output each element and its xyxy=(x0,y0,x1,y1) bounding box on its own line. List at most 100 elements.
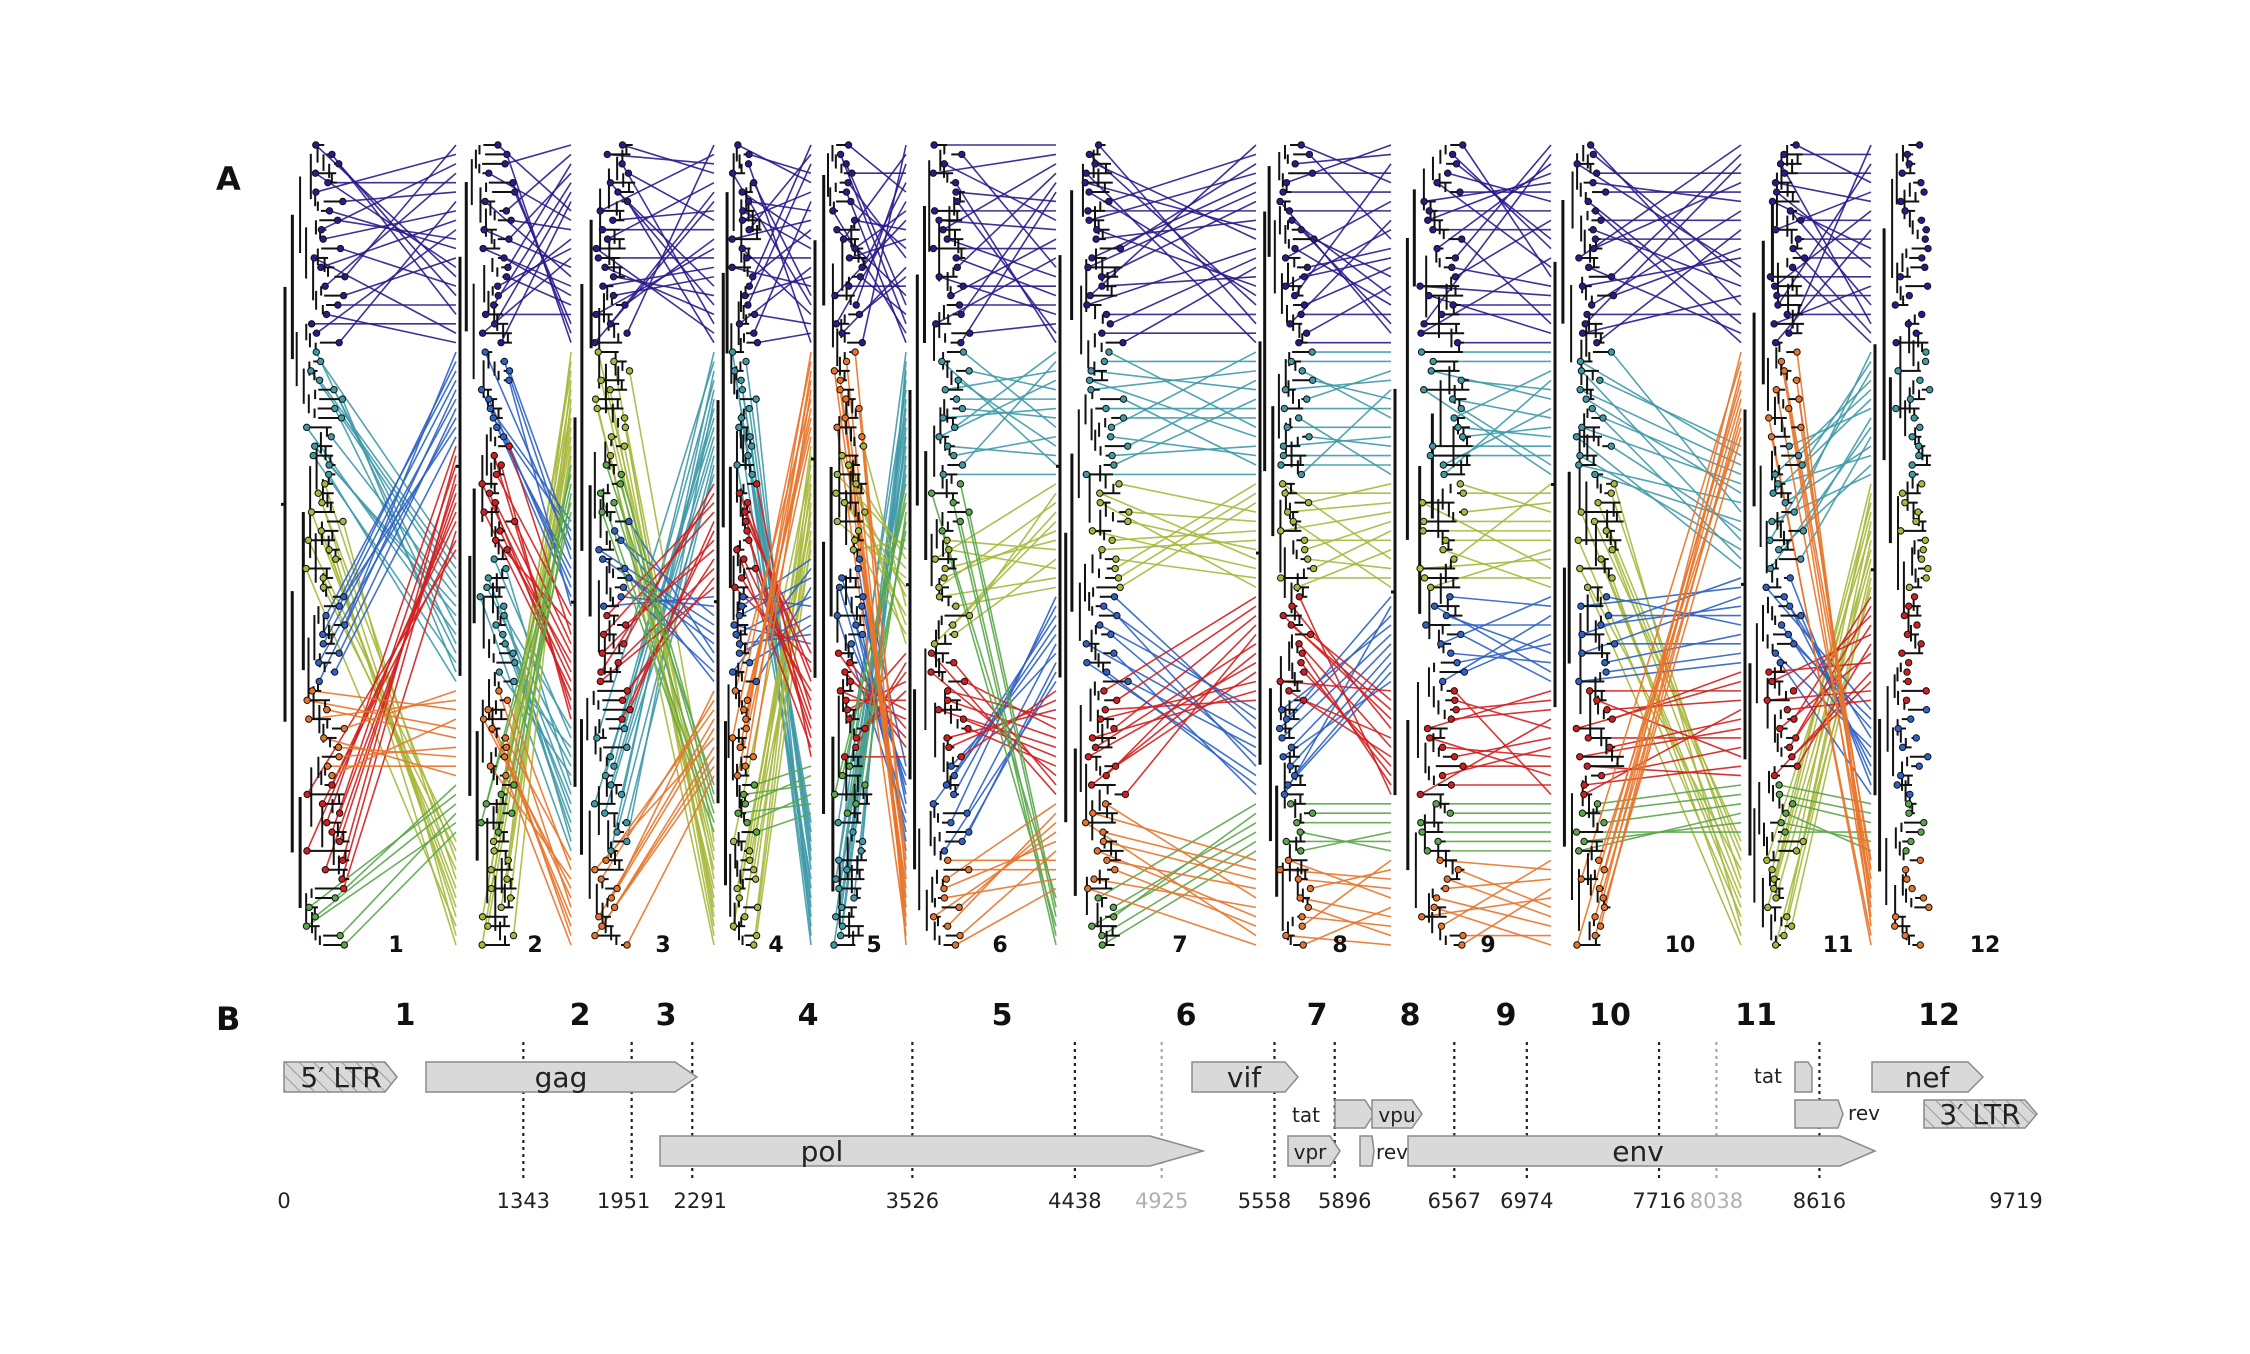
tree-tip xyxy=(336,603,342,609)
tree-tip xyxy=(598,876,604,882)
tree-tip xyxy=(1443,537,1449,543)
tree-tip xyxy=(1906,161,1912,167)
tree-tip xyxy=(610,274,616,280)
tree-tip xyxy=(1442,885,1448,891)
segment-label-4: 4 xyxy=(798,998,819,1033)
gene-vpu: vpu xyxy=(1372,1100,1422,1128)
tree-tip xyxy=(831,791,837,797)
tree-tip xyxy=(745,452,751,458)
tanglegram-link xyxy=(1295,249,1391,305)
tree-tip xyxy=(840,236,846,242)
tree-tip xyxy=(1082,819,1088,825)
tanglegram-link xyxy=(1612,578,1741,936)
tanglegram-link xyxy=(931,672,1056,776)
tree-tip xyxy=(1278,462,1284,468)
tree-tip xyxy=(1120,396,1126,402)
tree-tip xyxy=(494,424,500,430)
tree-tip xyxy=(936,594,942,600)
tree-tip xyxy=(928,669,934,675)
tanglegram-link xyxy=(1450,597,1551,606)
tree-tip xyxy=(1453,161,1459,167)
tree-tip xyxy=(849,170,855,176)
tree-tip xyxy=(1296,415,1302,421)
tree-label-6: 6 xyxy=(992,933,1007,958)
tree-tip xyxy=(734,547,740,553)
tree-tip xyxy=(1597,923,1603,929)
tree-tip xyxy=(1899,744,1905,750)
tree-tip xyxy=(948,819,954,825)
tree-tip xyxy=(1602,189,1608,195)
tree-tip xyxy=(1590,179,1596,185)
tree-tip xyxy=(754,339,760,345)
tree-tip xyxy=(1786,443,1792,449)
tree-tip xyxy=(1421,518,1427,524)
tree-tip xyxy=(1448,782,1454,788)
tanglegram-link xyxy=(1582,578,1741,634)
tree-tip xyxy=(599,556,605,562)
tree-tip xyxy=(733,631,739,637)
tree-tip xyxy=(1579,631,1585,637)
tree-tip xyxy=(1306,434,1312,440)
tree-tip xyxy=(486,490,492,496)
tree-tip xyxy=(340,885,346,891)
tanglegram-link xyxy=(1114,597,1256,729)
tree-tip xyxy=(1085,208,1091,214)
tree-tip xyxy=(482,349,488,355)
tree-tip xyxy=(1600,895,1606,901)
tanglegram-link xyxy=(1454,371,1551,418)
tree-tip xyxy=(493,622,499,628)
tree-tip xyxy=(740,208,746,214)
tree-tip xyxy=(597,678,603,684)
tree-tip xyxy=(1573,725,1579,731)
tree-tip xyxy=(326,471,332,477)
tree-tip xyxy=(607,179,613,185)
tree-tip xyxy=(1773,387,1779,393)
gene-nef: nef xyxy=(1872,1061,1983,1094)
tree-tip xyxy=(1795,236,1801,242)
tree-tip xyxy=(1447,594,1453,600)
tree-tip xyxy=(1917,377,1923,383)
tree-tip xyxy=(1602,659,1608,665)
gene-label-gag: gag xyxy=(535,1061,588,1094)
tree-tip xyxy=(1109,537,1115,543)
tanglegram-link xyxy=(1086,644,1256,738)
tree-tip xyxy=(618,791,624,797)
tree-tip xyxy=(956,302,962,308)
tree-tip xyxy=(1451,415,1457,421)
tree-tip xyxy=(751,179,757,185)
tree-tip xyxy=(729,735,735,741)
tree-tip xyxy=(965,867,971,873)
tree-tip xyxy=(600,283,606,289)
tree-tip xyxy=(1583,396,1589,402)
tree-tip xyxy=(1923,688,1929,694)
tree-tip xyxy=(510,932,516,938)
tree-tip xyxy=(1112,565,1118,571)
tree-tip xyxy=(1307,631,1313,637)
tree-tip xyxy=(500,434,506,440)
tree-tip xyxy=(1454,659,1460,665)
tree-tip xyxy=(332,669,338,675)
tanglegram-link xyxy=(1302,371,1391,418)
tree-tip xyxy=(1592,208,1598,214)
tree-tip xyxy=(491,452,497,458)
tree-tip xyxy=(491,556,497,562)
tree-tip xyxy=(1101,603,1107,609)
tree-tip xyxy=(940,415,946,421)
tree-tip xyxy=(1108,434,1114,440)
tree-tip xyxy=(491,848,497,854)
tree-tip xyxy=(510,650,516,656)
tree-tip xyxy=(841,754,847,760)
tree-tip xyxy=(859,434,865,440)
tree-tip xyxy=(479,481,485,487)
tree-tip xyxy=(944,688,950,694)
tree-tip xyxy=(737,744,743,750)
tanglegram-link xyxy=(1288,503,1391,512)
tanglegram-link xyxy=(1111,634,1256,756)
tree-tip xyxy=(736,424,742,430)
tree-tip xyxy=(1283,179,1289,185)
tanglegram-link xyxy=(1583,258,1741,286)
tree-tip xyxy=(856,311,862,317)
tree-tip xyxy=(1295,876,1301,882)
tree-tip xyxy=(336,810,342,816)
tree-tip xyxy=(730,923,736,929)
